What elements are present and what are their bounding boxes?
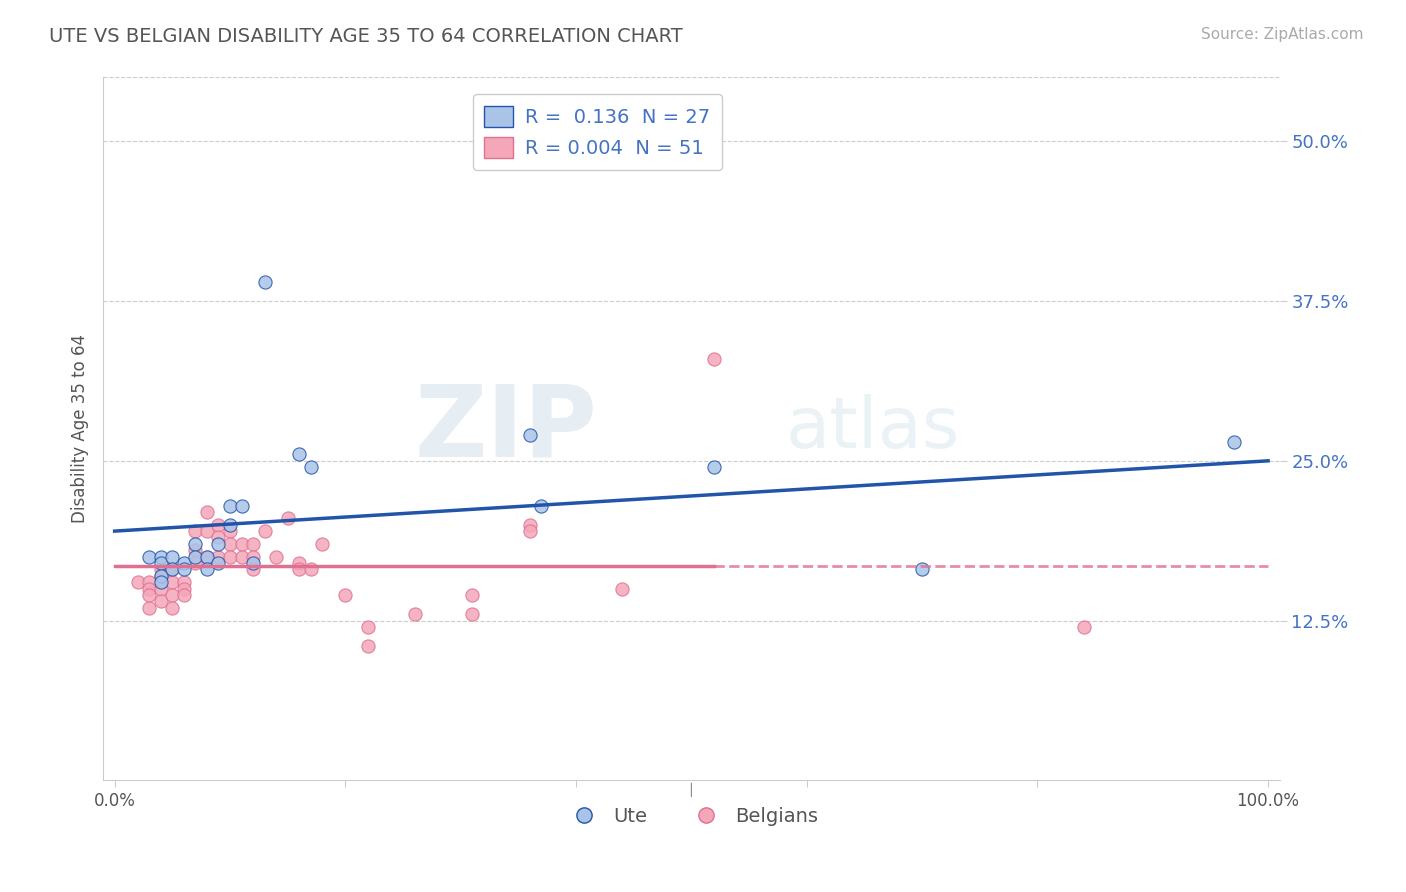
Point [357, 620, 380, 634]
Point [184, 549, 207, 564]
Point [231, 499, 253, 513]
Point [207, 531, 229, 545]
Point [219, 499, 242, 513]
Point [162, 549, 184, 564]
Point [149, 582, 172, 596]
Point [335, 588, 357, 602]
Point [519, 428, 541, 442]
Point [242, 549, 264, 564]
Point [311, 537, 333, 551]
Point [149, 549, 172, 564]
Point [173, 588, 195, 602]
Point [138, 588, 160, 602]
Point [219, 549, 242, 564]
Point [461, 588, 484, 602]
Point [530, 499, 553, 513]
Point [173, 575, 195, 590]
Point [184, 543, 207, 558]
Y-axis label: Disability Age 35 to 64: Disability Age 35 to 64 [72, 334, 89, 524]
Point [184, 537, 207, 551]
Point [357, 639, 380, 653]
Point [184, 524, 207, 538]
Point [195, 562, 218, 576]
Point [288, 556, 311, 570]
Point [404, 607, 426, 622]
Point [299, 460, 322, 475]
Point [138, 582, 160, 596]
Point [162, 562, 184, 576]
Legend: Ute, Belgians: Ute, Belgians [557, 799, 825, 834]
Point [264, 549, 287, 564]
Point [173, 556, 195, 570]
Point [195, 549, 218, 564]
Point [519, 524, 541, 538]
Point [242, 562, 264, 576]
Text: atlas: atlas [786, 394, 960, 463]
Point [242, 556, 264, 570]
Point [703, 351, 725, 366]
Point [911, 562, 934, 576]
Point [149, 575, 172, 590]
Point [184, 556, 207, 570]
Point [519, 517, 541, 532]
Point [138, 600, 160, 615]
Point [195, 549, 218, 564]
Point [1073, 620, 1095, 634]
Point [231, 549, 253, 564]
Point [127, 575, 149, 590]
Point [162, 588, 184, 602]
Point [138, 549, 160, 564]
Point [149, 556, 172, 570]
Text: UTE VS BELGIAN DISABILITY AGE 35 TO 64 CORRELATION CHART: UTE VS BELGIAN DISABILITY AGE 35 TO 64 C… [49, 27, 683, 45]
Point [173, 562, 195, 576]
Point [138, 575, 160, 590]
Point [162, 562, 184, 576]
Point [288, 447, 311, 461]
Point [149, 562, 172, 576]
Point [207, 537, 229, 551]
Point [299, 562, 322, 576]
Point [195, 505, 218, 519]
Text: ZIP: ZIP [415, 380, 598, 477]
Point [162, 600, 184, 615]
Point [219, 537, 242, 551]
Point [461, 607, 484, 622]
Text: Source: ZipAtlas.com: Source: ZipAtlas.com [1201, 27, 1364, 42]
Point [612, 582, 634, 596]
Point [207, 556, 229, 570]
Point [288, 562, 311, 576]
Point [231, 537, 253, 551]
Point [253, 275, 276, 289]
Point [277, 511, 299, 525]
Point [162, 575, 184, 590]
Point [149, 569, 172, 583]
Point [149, 569, 172, 583]
Point [173, 582, 195, 596]
Point [149, 594, 172, 608]
Point [207, 549, 229, 564]
Point [219, 517, 242, 532]
Point [253, 524, 276, 538]
Point [195, 524, 218, 538]
Point [219, 524, 242, 538]
Point [703, 460, 725, 475]
Point [207, 517, 229, 532]
Point [242, 537, 264, 551]
Point [1222, 434, 1244, 449]
